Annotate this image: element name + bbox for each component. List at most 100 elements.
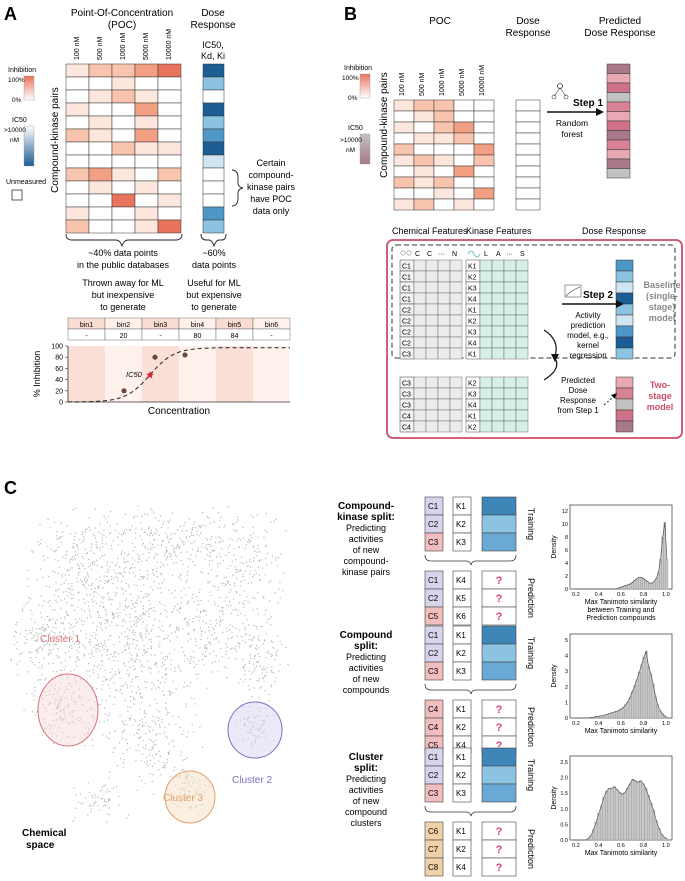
poc-cell (111, 76, 136, 91)
b-ic50-colorbar (359, 133, 371, 165)
b-poc-cell (453, 132, 475, 145)
kinase-feature-cell (503, 259, 517, 272)
b-conc-label: 100 nM (399, 72, 406, 96)
poc-note: ~40% data points in the public databases T… (77, 248, 170, 312)
b-dr-cell (515, 99, 541, 112)
step2-model-line: Activity (575, 311, 600, 320)
chem-header-col: ··· (438, 251, 445, 258)
hist-ytick: 8 (565, 535, 568, 541)
question-mark: ? (496, 740, 503, 752)
dr-title-line1: Dose (201, 8, 225, 19)
poc-cell (157, 206, 182, 221)
train-kinase-cell (452, 783, 472, 803)
cluster2-ellipse (227, 701, 283, 759)
b-poc-cell (473, 154, 495, 167)
step2-model-line: regression (569, 351, 606, 360)
step2-model-line: prediction (571, 321, 606, 330)
b-poc-title: POC (429, 16, 451, 27)
kinase-id: K2 (468, 275, 477, 282)
b-poc-cell (453, 165, 475, 178)
hist-bar (646, 795, 650, 841)
bin-label: bin3 (154, 322, 167, 329)
dr-sublabel-line2: Kd, Ki (201, 51, 225, 61)
dr-cell (202, 63, 225, 78)
b-poc-cell (433, 121, 455, 134)
poc-cell (88, 115, 113, 130)
chem-feature-cell (413, 387, 427, 400)
train-dose-cell (481, 496, 517, 516)
b-poc-cell (453, 154, 475, 167)
kinase-feature-cell (515, 314, 529, 327)
hist-xtick: 0.6 (617, 843, 625, 849)
cluster2-label: Cluster 2 (232, 775, 272, 786)
split-desc-line: activities (349, 785, 384, 795)
pred-compound-cell (424, 606, 444, 626)
b-dr-cell (515, 132, 541, 145)
annotation-line: kinase pairs (247, 182, 296, 192)
chem-feature-cell (449, 303, 463, 316)
kinase-feature-cell (479, 303, 493, 316)
kinase-feature-cell (479, 347, 493, 360)
compound-id: C3 (402, 381, 411, 388)
pred-kinase-cell (452, 606, 472, 626)
b-concentration-labels: 100 nM 500 nM 1000 nM 5000 nM 10000 nM (399, 65, 486, 96)
hist-bar (629, 583, 632, 590)
hist-ytick: 2.0 (560, 776, 568, 782)
train-dose-cell (615, 314, 634, 327)
data-point (152, 354, 158, 360)
train-compound-cell (424, 783, 444, 803)
chem-header-col: N (452, 251, 457, 258)
hist-bar (628, 697, 632, 719)
poc-cell (88, 180, 113, 195)
hist-ytick: 0 (565, 716, 568, 722)
kinase-id: K1 (468, 414, 477, 421)
b-pred-cell (606, 139, 631, 150)
train-kinase-id: K3 (456, 789, 466, 798)
b-poc-cell (413, 154, 435, 167)
y-tick-label: 100 (51, 344, 63, 351)
poc-cell (157, 63, 182, 78)
hist-bar (633, 579, 637, 590)
poc-title-line1: Point-Of-Concentration (71, 8, 173, 19)
train-dose-cell (615, 259, 634, 272)
kinase-feature-cell (491, 409, 505, 422)
question-mark: ? (496, 704, 503, 716)
panel-a: A Point-Of-Concentration (POC) Dose Resp… (4, 4, 296, 417)
chem-feature-cell (413, 281, 427, 294)
train-dose-cell (615, 270, 634, 283)
hist-xtick: 0.6 (617, 721, 625, 727)
hist-bar (633, 685, 637, 719)
poc-cell (65, 141, 90, 156)
poc-note-line: Thrown away for ML (82, 278, 164, 288)
chem-feature-cell (437, 376, 451, 389)
baseline-model-label: Baseline(single-stage)model (643, 280, 680, 323)
split-title-line: split: (354, 641, 378, 652)
prediction-label: Prediction (526, 707, 536, 747)
split-brace (424, 683, 517, 695)
poc-only-brace (231, 169, 244, 207)
dr-cell (202, 76, 225, 91)
kinase-id: K1 (468, 308, 477, 315)
stage2-dose-cell (615, 376, 634, 389)
bin-value: - (159, 333, 162, 340)
panel-c-letter: C (4, 478, 17, 498)
hist-bar (626, 788, 629, 841)
hist-xtick: 0.2 (572, 721, 580, 727)
hist-ytick: 4 (565, 654, 568, 660)
pred-kinase-id: K4 (456, 863, 466, 872)
split-title-line: Cluster (349, 752, 384, 763)
poc-cell (65, 219, 90, 234)
b-poc-cell (473, 132, 495, 145)
hist-bar (638, 671, 641, 719)
panel-b-legend: Inhibition 100% 0% IC50 >10000 nM (340, 65, 372, 165)
poc-note-line: in the public databases (77, 260, 170, 270)
hist-bar (615, 789, 619, 841)
poc-cell (88, 219, 113, 234)
chem-feature-cell (437, 325, 451, 338)
dr-note-line: Useful for ML (187, 278, 241, 288)
poc-cell (65, 76, 90, 91)
bin-label: bin5 (228, 322, 241, 329)
train-dose-cell (481, 765, 517, 785)
poc-cell (157, 154, 182, 169)
